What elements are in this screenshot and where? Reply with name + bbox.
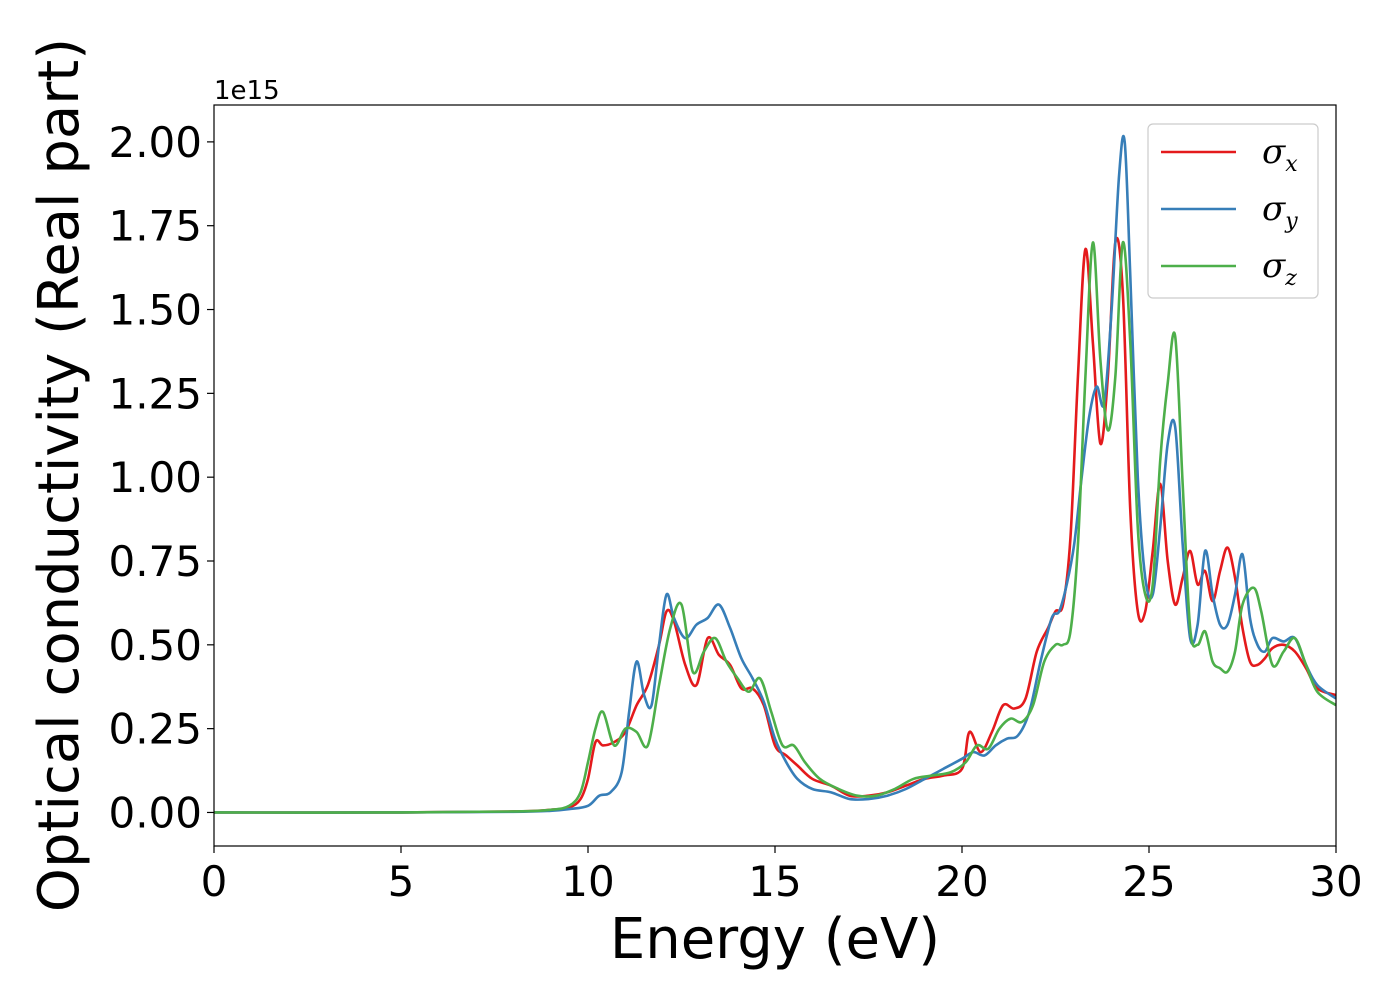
legend-label-sigma-y: σy xyxy=(1262,189,1298,234)
y-tick-label: 1.25 xyxy=(108,369,202,418)
y-tick-label: 0.25 xyxy=(108,705,202,754)
y-axis-label: Optical conductivity (Real part) xyxy=(27,38,92,912)
legend-box xyxy=(1147,123,1319,299)
x-tick-label: 30 xyxy=(1309,857,1362,906)
y-tick-label: 1.00 xyxy=(108,453,202,502)
legend-label-sigma-x: σx xyxy=(1262,132,1298,177)
legend-label-sigma-z: σz xyxy=(1262,246,1297,291)
x-axis-label: Energy (eV) xyxy=(610,907,940,972)
x-tick-label: 10 xyxy=(561,857,614,906)
y-tick-label: 0.50 xyxy=(108,621,202,670)
y-offset-label: 1e15 xyxy=(214,76,280,106)
legend-items: σx σy σz xyxy=(1161,132,1298,291)
legend: σx σy σz xyxy=(1147,123,1319,299)
y-tick-label: 1.50 xyxy=(108,286,202,335)
x-axis-ticks: 0 5 10 15 20 25 30 xyxy=(201,846,1363,906)
series-line-sigma-z xyxy=(214,241,1336,814)
x-tick-label: 15 xyxy=(748,857,801,906)
x-tick-label: 0 xyxy=(201,857,228,906)
x-tick-label: 25 xyxy=(1122,857,1175,906)
series-line-sigma-y xyxy=(214,134,1336,814)
y-tick-label: 0.00 xyxy=(108,788,202,837)
y-tick-label: 1.75 xyxy=(108,202,202,251)
series-layer xyxy=(214,134,1336,814)
x-tick-label: 5 xyxy=(388,857,415,906)
x-tick-label: 20 xyxy=(935,857,988,906)
y-tick-label: 2.00 xyxy=(108,118,202,167)
y-axis-ticks: 0.00 0.25 0.50 0.75 1.00 1.25 1.50 1.75 2.00 xyxy=(108,118,214,837)
y-tick-label: 0.75 xyxy=(108,537,202,586)
